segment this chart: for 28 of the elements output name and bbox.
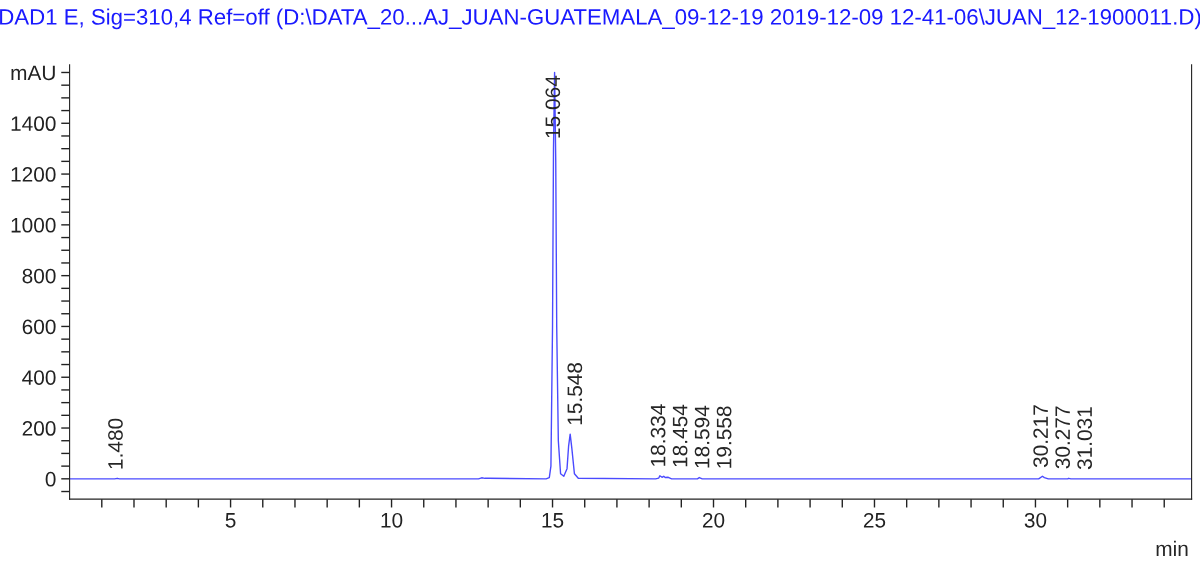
x-tick-label: 30: [1024, 512, 1047, 528]
annotation: 15.548: [567, 362, 583, 425]
line-series: [69, 71, 1192, 480]
y-tick-label: 600: [22, 319, 56, 335]
annotation: 1.480: [108, 418, 123, 469]
annotation: 31.031: [1077, 407, 1093, 470]
y-tick-label: 1400: [11, 116, 56, 132]
annotation: 30.217: [1033, 405, 1049, 468]
annotation: 18.454: [672, 404, 688, 467]
x-axis-title: min: [1156, 540, 1188, 556]
y-tick-label: mAU: [11, 65, 55, 81]
annotation: 18.334: [650, 404, 666, 466]
annotation: 18.594: [694, 405, 710, 468]
x-tick-label: 15: [542, 513, 564, 528]
chart-title: DAD1 E, Sig=310,4 Ref=off (D:\DATA_20...AJ_JUAN-GUATEMALA_09-12-19 2019-12-09 12-41-06\JUAN_12-1900011.D): [0, 8, 1200, 30]
y-tick-label: 400: [22, 370, 56, 385]
y-tick-label: 200: [22, 421, 56, 436]
y-tick-label: 1200: [11, 167, 56, 182]
y-tick-label: 1000: [11, 217, 56, 233]
annotation: 30.277: [1055, 406, 1071, 469]
y-tick-label: 0: [45, 471, 56, 487]
x-tick-label: 5: [225, 513, 236, 528]
x-tick-label: 10: [381, 512, 403, 528]
annotation: 15.064: [545, 75, 561, 138]
y-tick-label: 800: [22, 268, 56, 284]
x-tick-label: 20: [702, 512, 725, 528]
annotation: 19.558: [716, 406, 732, 468]
x-tick-label: 25: [863, 512, 886, 528]
